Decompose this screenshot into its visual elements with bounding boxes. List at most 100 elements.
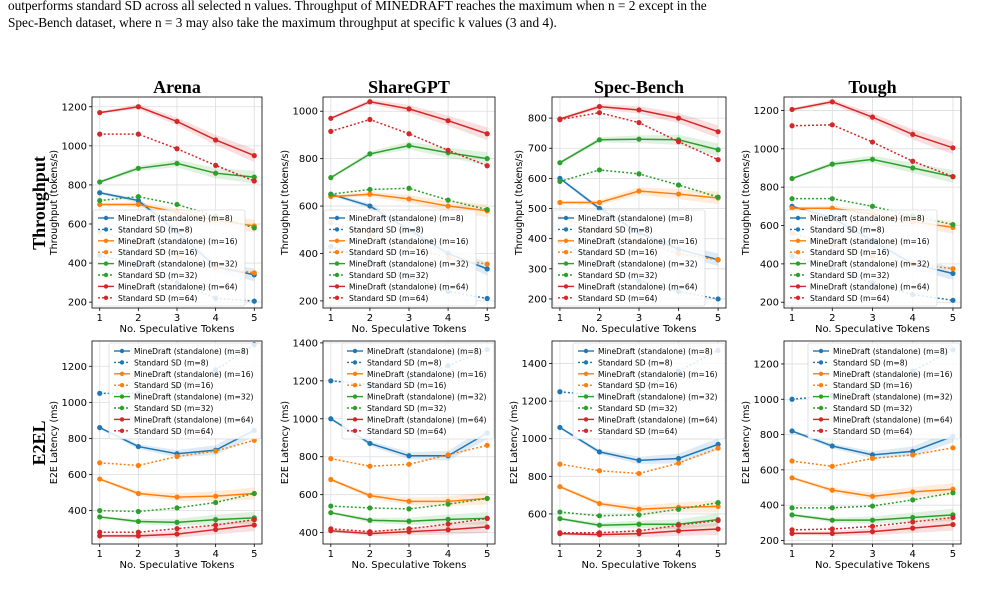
data-point bbox=[596, 199, 603, 206]
y-tick-label: 800 bbox=[760, 430, 779, 441]
data-point bbox=[910, 452, 916, 458]
legend-marker bbox=[583, 405, 589, 411]
data-point bbox=[869, 529, 876, 535]
data-point bbox=[484, 207, 490, 213]
data-point bbox=[97, 201, 103, 208]
data-point bbox=[557, 117, 563, 123]
legend-marker bbox=[818, 348, 824, 354]
legend-marker bbox=[103, 238, 109, 243]
data-point bbox=[910, 131, 916, 138]
data-point bbox=[829, 122, 835, 128]
data-point bbox=[97, 460, 103, 466]
legend-label: Standard SD (m=16) bbox=[349, 248, 428, 257]
x-tick-label: 2 bbox=[596, 549, 602, 560]
data-point bbox=[715, 157, 721, 163]
data-point bbox=[174, 505, 180, 511]
data-point bbox=[328, 526, 334, 532]
legend-label: Standard SD (m=8) bbox=[134, 358, 209, 367]
data-point bbox=[484, 266, 490, 272]
x-tick-label: 5 bbox=[484, 549, 490, 560]
y-tick-label: 400 bbox=[760, 501, 779, 512]
y-tick-label: 800 bbox=[68, 180, 87, 191]
data-point bbox=[213, 522, 219, 528]
y-tick-label: 200 bbox=[760, 298, 779, 309]
legend-label: Standard SD (m=32) bbox=[833, 404, 912, 413]
legend-marker bbox=[352, 405, 358, 411]
y-axis-label: Throughput (tokens/s) bbox=[741, 150, 752, 256]
legend-label: MineDraft (standalone) (m=32) bbox=[118, 260, 238, 269]
x-axis-label: No. Speculative Tokens bbox=[815, 560, 930, 571]
legend-label: MineDraft (standalone) (m=64) bbox=[578, 282, 698, 291]
legend-marker bbox=[352, 371, 358, 376]
data-point bbox=[636, 506, 642, 512]
legend-marker bbox=[334, 261, 340, 266]
data-point bbox=[406, 526, 412, 532]
legend-marker bbox=[103, 250, 109, 255]
data-point bbox=[251, 298, 257, 304]
panel-specbench-throughput: 200 300 400 500 600 700 800 1 2 3 4 5 No. Speculativ… bbox=[514, 96, 727, 335]
data-point bbox=[829, 196, 835, 202]
y-tick-label: 800 bbox=[299, 154, 318, 165]
data-point bbox=[636, 521, 642, 527]
legend-box bbox=[552, 209, 706, 307]
data-point bbox=[950, 445, 956, 451]
legend-marker bbox=[583, 348, 589, 354]
data-point bbox=[406, 461, 412, 467]
data-point bbox=[636, 188, 642, 194]
legend-label: Standard SD (m=64) bbox=[367, 427, 446, 436]
legend-label: MineDraft (standalone) (m=64) bbox=[810, 282, 930, 291]
legend-marker bbox=[352, 394, 358, 399]
legend-label: MineDraft (standalone) (m=16) bbox=[598, 370, 718, 379]
data-point bbox=[910, 158, 916, 164]
data-point bbox=[675, 506, 682, 512]
legend-label: Standard SD (m=32) bbox=[367, 404, 446, 413]
data-point bbox=[715, 445, 721, 451]
data-point bbox=[135, 201, 141, 208]
data-point bbox=[557, 530, 563, 536]
legend-label: MineDraft (standalone) (m=8) bbox=[578, 214, 693, 223]
legend-marker bbox=[334, 295, 340, 300]
data-point bbox=[484, 131, 490, 137]
data-point bbox=[251, 517, 257, 523]
legend-label: MineDraft (standalone) (m=64) bbox=[833, 415, 953, 424]
data-point bbox=[715, 500, 721, 506]
y-tick-label: 800 bbox=[528, 472, 547, 483]
data-point bbox=[135, 165, 141, 171]
legend-box bbox=[807, 342, 961, 440]
data-point bbox=[97, 131, 103, 137]
data-point bbox=[675, 522, 682, 528]
data-point bbox=[950, 270, 956, 277]
data-point bbox=[636, 107, 642, 113]
data-point bbox=[869, 203, 876, 209]
data-point bbox=[596, 104, 603, 110]
data-point bbox=[950, 221, 956, 228]
data-point bbox=[829, 161, 835, 167]
series-line bbox=[99, 133, 255, 182]
legend-label: MineDraft (standalone) (m=16) bbox=[118, 237, 238, 246]
data-point bbox=[135, 131, 141, 137]
y-tick-label: 1000 bbox=[62, 141, 87, 152]
data-point bbox=[636, 457, 642, 463]
data-point bbox=[557, 516, 563, 522]
legend-label: MineDraft (standalone) (m=32) bbox=[578, 260, 698, 269]
legend-label: Standard SD (m=32) bbox=[810, 271, 889, 280]
data-point bbox=[715, 503, 721, 510]
data-point bbox=[636, 528, 642, 534]
y-tick-label: 600 bbox=[299, 490, 318, 501]
data-point bbox=[869, 156, 876, 162]
y-tick-label: 300 bbox=[528, 264, 547, 275]
legend-label: Standard SD (m=32) bbox=[134, 404, 213, 413]
legend-box bbox=[92, 209, 246, 307]
caption-line-1: outperforms standard SD across all selec… bbox=[8, 0, 707, 13]
data-point bbox=[557, 484, 563, 490]
legend-label: Standard SD (m=16) bbox=[134, 381, 213, 390]
data-point bbox=[596, 530, 603, 536]
data-point bbox=[97, 390, 103, 396]
legend-marker bbox=[818, 405, 824, 411]
data-point bbox=[596, 522, 603, 528]
legend-marker bbox=[334, 215, 340, 221]
legend-label: MineDraft (standalone) (m=32) bbox=[367, 393, 487, 402]
x-axis-label: No. Speculative Tokens bbox=[582, 560, 697, 571]
legend-label: MineDraft (standalone) (m=8) bbox=[134, 347, 249, 356]
data-point bbox=[484, 524, 490, 530]
